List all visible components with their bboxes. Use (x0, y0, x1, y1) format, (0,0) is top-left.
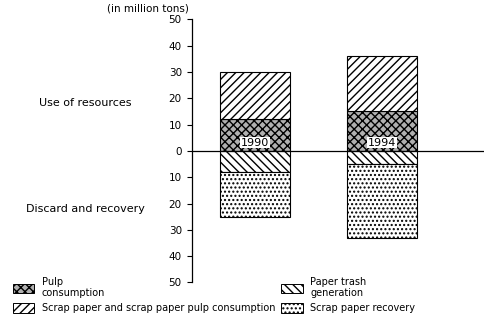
Bar (220, 72, 290, 119)
Text: (in million tons): (in million tons) (107, 4, 188, 14)
Bar (347, 164, 417, 238)
Bar (220, 119, 290, 151)
Bar (220, 151, 290, 172)
Text: Use of resources: Use of resources (39, 98, 132, 108)
Text: 1994: 1994 (368, 138, 396, 148)
Bar (347, 56, 417, 111)
Text: 1990: 1990 (241, 138, 269, 148)
Legend: Pulp
consumption, Scrap paper and scrap paper pulp consumption, Paper trash
gene: Pulp consumption, Scrap paper and scrap … (10, 274, 418, 316)
Bar (220, 172, 290, 217)
Bar (347, 111, 417, 151)
Text: Discard and recovery: Discard and recovery (26, 204, 145, 214)
Bar (347, 151, 417, 164)
